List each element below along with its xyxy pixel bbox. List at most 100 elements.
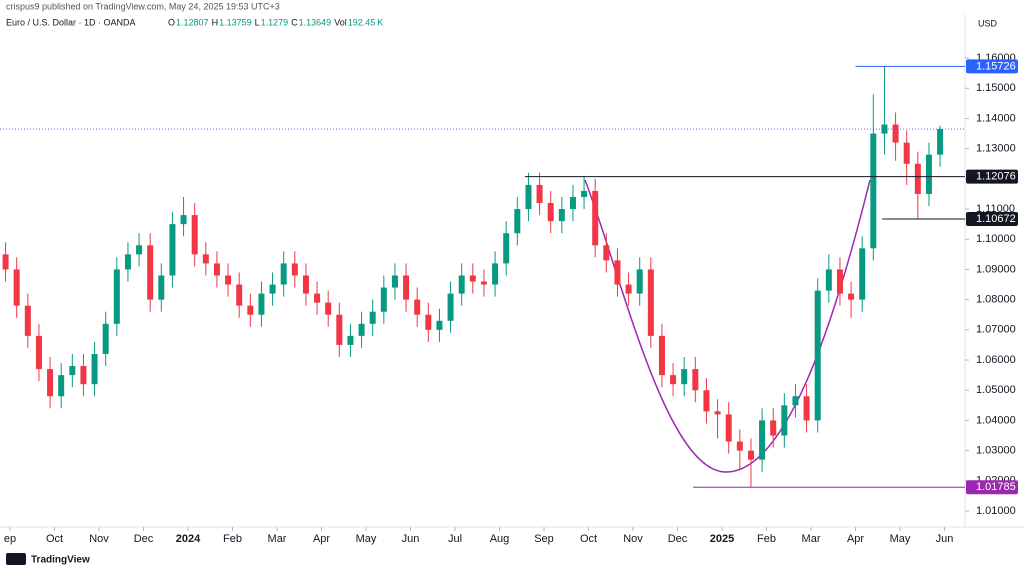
currency: USD	[978, 18, 998, 28]
candle-body	[614, 260, 621, 285]
candle-body	[558, 209, 565, 222]
ohlc-legend: O 1.12807 H 1.13759 L 1.1279 C 1.13649 Vol 192.45…	[168, 17, 383, 27]
x-tick-label: Aug	[490, 533, 510, 545]
x-tick-label: Apr	[847, 533, 864, 545]
candle-body	[236, 284, 243, 306]
candle-body	[314, 293, 321, 303]
candle-body	[892, 124, 899, 143]
candle-body	[113, 269, 120, 324]
candle-body	[836, 269, 843, 294]
candle-body	[169, 224, 176, 276]
y-tick-label: 1.08000	[976, 294, 1016, 306]
x-tick-label: 2025	[710, 533, 734, 545]
candle-body	[859, 248, 866, 300]
y-tick-label: 1.13000	[976, 143, 1016, 155]
y-tick-label: 1.10000	[976, 233, 1016, 245]
candle-body	[414, 299, 421, 315]
candle-body	[937, 129, 944, 155]
candle-body	[2, 254, 9, 270]
candle-body	[525, 184, 532, 210]
candle-body	[514, 209, 521, 234]
x-tick-label: May	[890, 533, 911, 545]
candle-body	[658, 335, 665, 376]
candle-body	[302, 275, 309, 294]
x-tick-label: Feb	[223, 533, 242, 545]
candle-body	[147, 245, 154, 300]
candle-body	[213, 263, 220, 276]
candle-body	[592, 190, 599, 246]
candle-body	[759, 420, 766, 460]
ohlc-label: Vol	[334, 17, 347, 27]
candle-body	[80, 366, 87, 385]
candle-body	[692, 369, 699, 391]
x-tick-label: Nov	[89, 533, 109, 545]
candle-body	[280, 263, 287, 285]
y-tick-label: 1.01000	[976, 505, 1016, 517]
logo	[6, 553, 26, 565]
ohlc-unit: K	[377, 17, 383, 27]
candle-body	[725, 414, 732, 442]
candle-body	[247, 305, 254, 315]
candle-body	[736, 441, 743, 451]
level-label: 1.15726	[976, 60, 1016, 72]
y-tick-label: 1.14000	[976, 112, 1016, 124]
level-label: 1.12076	[976, 170, 1016, 182]
ohlc-value: 1.1279	[261, 17, 289, 27]
candle-body	[503, 233, 510, 264]
candle-body	[881, 124, 888, 134]
level-label-box	[966, 211, 1018, 226]
candle-body	[914, 163, 921, 194]
candle-body	[814, 290, 821, 421]
candle-body	[603, 245, 610, 261]
ohlc-value: 1.13649	[299, 17, 332, 27]
candle-body	[436, 320, 443, 330]
candle-body	[13, 269, 20, 306]
candle-body	[447, 293, 454, 321]
y-tick-label: 1.04000	[976, 414, 1016, 426]
candle-body	[770, 420, 777, 436]
candle-body	[458, 275, 465, 294]
ohlc-value: 1.12807	[176, 17, 209, 27]
candle-body	[747, 450, 754, 460]
candle-body	[403, 275, 410, 300]
level-label: 1.10672	[976, 213, 1016, 225]
candle-body	[380, 287, 387, 312]
candle-body	[225, 275, 232, 285]
candle-body	[636, 269, 643, 294]
y-tick-label: 1.15000	[976, 82, 1016, 94]
candle-body	[569, 196, 576, 210]
candle-body	[547, 203, 554, 222]
x-tick-label: Dec	[668, 533, 688, 545]
candle-body	[536, 184, 543, 204]
level-label: 1.01785	[976, 481, 1016, 493]
candle-body	[91, 353, 98, 385]
candle-body	[848, 293, 855, 300]
candle-body	[703, 390, 710, 412]
level-label-box	[966, 59, 1018, 74]
candle-body	[870, 133, 877, 249]
x-tick-label: May	[356, 533, 377, 545]
x-tick-label: ep	[4, 533, 16, 545]
candle-body	[903, 142, 910, 164]
candle-body	[581, 190, 588, 197]
candle-body	[269, 284, 276, 294]
candle-body	[347, 335, 354, 345]
candle-body	[258, 293, 265, 315]
candle-body	[358, 323, 365, 336]
candle-body	[369, 311, 376, 324]
brand: TradingView	[31, 555, 90, 566]
level-label-box	[966, 169, 1018, 184]
x-tick-label: Oct	[580, 533, 597, 545]
x-tick-label: Jul	[448, 533, 462, 545]
candle-body	[35, 335, 42, 370]
candle-body	[47, 369, 54, 397]
candle-body	[647, 269, 654, 336]
level-label-box	[966, 480, 1018, 495]
candle-body	[58, 375, 65, 397]
candle-body	[202, 254, 209, 264]
y-tick-label: 1.06000	[976, 354, 1016, 366]
candle-body	[136, 245, 143, 255]
candle-body	[180, 215, 187, 225]
